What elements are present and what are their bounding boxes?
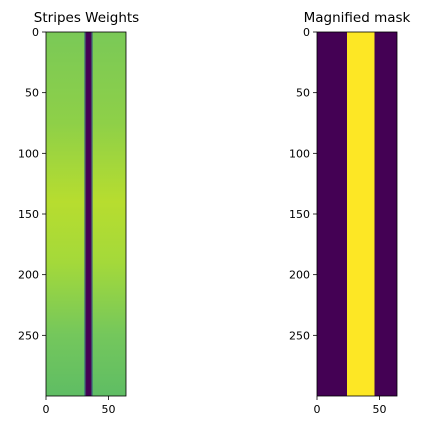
x-tick-label: 50 — [102, 403, 116, 416]
heatmap-stripe — [84, 32, 93, 396]
magnified-mask-heatmap: Magnified mask 0 50 100 150 200 250 0 50 — [289, 10, 411, 416]
y-tick-label: 0 — [303, 26, 310, 39]
chart-title: Stripes Weights — [34, 10, 139, 26]
x-tick-label: 0 — [43, 403, 50, 416]
y-tick-label: 200 — [18, 269, 39, 282]
y-tick-label: 250 — [289, 329, 310, 342]
x-tick-label: 0 — [314, 403, 321, 416]
stripes-weights-heatmap: Stripes Weights 0 50 100 150 200 250 0 50 — [18, 10, 139, 416]
mask-region — [347, 32, 375, 396]
y-tick-label: 150 — [18, 208, 39, 221]
y-axis: 0 50 100 150 200 250 — [18, 26, 46, 342]
y-tick-label: 100 — [289, 147, 310, 160]
chart-title: Magnified mask — [304, 10, 411, 26]
x-axis: 0 50 — [314, 396, 387, 416]
y-tick-label: 250 — [18, 329, 39, 342]
y-tick-label: 0 — [32, 26, 39, 39]
x-tick-label: 50 — [373, 403, 387, 416]
y-tick-label: 150 — [289, 208, 310, 221]
y-axis: 0 50 100 150 200 250 — [289, 26, 317, 342]
y-tick-label: 200 — [289, 269, 310, 282]
y-tick-label: 50 — [25, 87, 39, 100]
x-axis: 0 50 — [43, 396, 116, 416]
y-tick-label: 50 — [296, 87, 310, 100]
y-tick-label: 100 — [18, 147, 39, 160]
